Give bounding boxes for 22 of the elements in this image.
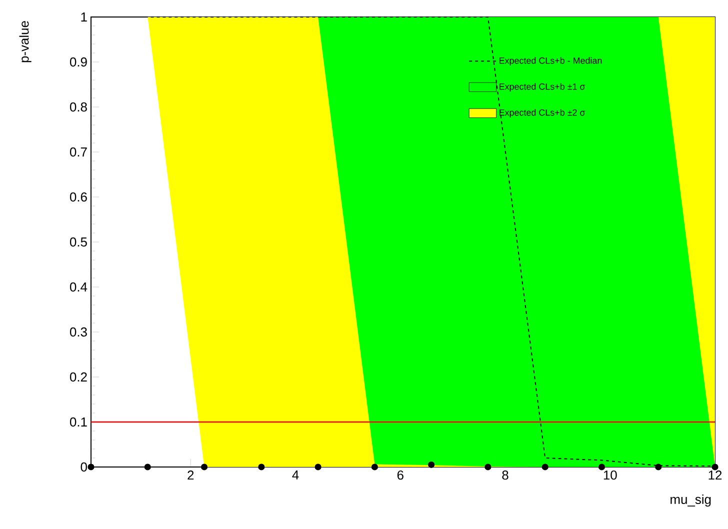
y-tick-label: 1: [81, 12, 87, 22]
x-tick-label: 12: [708, 470, 722, 480]
y-tick-label: 0.7: [70, 147, 87, 157]
x-tick-label: 2: [188, 470, 194, 480]
y-tick-label: 0: [80, 462, 87, 472]
x-tick-label: 6: [397, 470, 404, 480]
y-tick-label: 0.3: [70, 327, 87, 337]
y-axis-title: p-value: [19, 21, 32, 62]
y-tick-label: 0.1: [70, 417, 87, 427]
legend-label: Expected CLs+b ±2 σ: [500, 109, 586, 118]
x-tick-label: 4: [292, 470, 299, 480]
x-tick-label: 10: [604, 470, 617, 480]
y-tick-label: 0.4: [70, 282, 88, 292]
y-tick-label: 0.5: [70, 237, 87, 247]
x-axis-title: mu_sig: [670, 494, 711, 507]
legend-label: Expected CLs+b - Median: [500, 57, 602, 66]
y-tick-label: 0.2: [70, 372, 87, 382]
y-tick-label: 0.9: [70, 57, 87, 67]
y-tick-label: 0.6: [70, 192, 87, 202]
legend-label: Expected CLs+b ±1 σ: [500, 83, 586, 92]
x-tick-label: 8: [502, 470, 508, 480]
y-tick-label: 0.8: [70, 102, 87, 112]
